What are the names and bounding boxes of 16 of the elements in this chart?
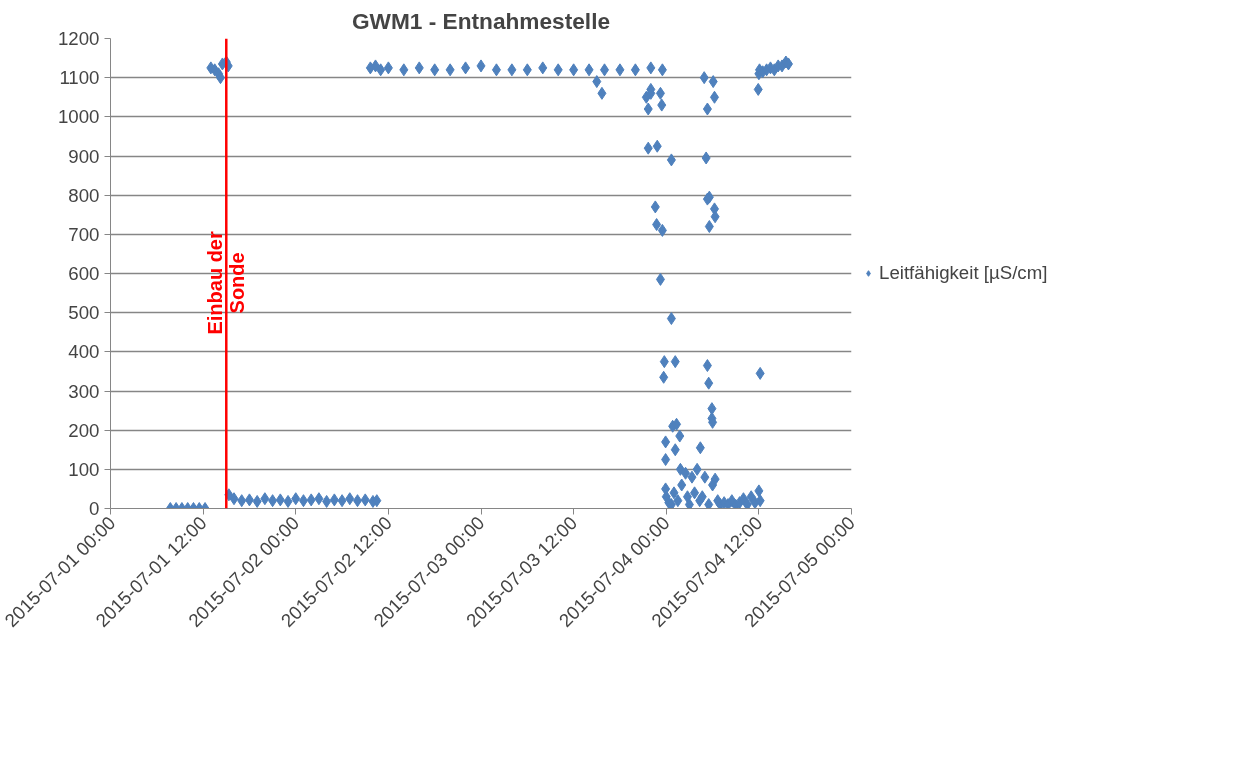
ref-line-label: Einbau der Sonde <box>204 231 249 335</box>
y-tick-label: 1000 <box>58 106 100 128</box>
y-tick-label: 1200 <box>58 28 100 49</box>
chart-title: GWM1 - Entnahmestelle <box>351 7 611 34</box>
y-tick-label: 0 <box>89 498 100 519</box>
legend-label: Leitfähigkeit [µS/cm] <box>879 262 1048 284</box>
y-tick-label: 200 <box>68 419 100 441</box>
y-tick-label: 100 <box>68 458 100 480</box>
y-tick-label: 400 <box>68 341 100 363</box>
y-tick-label: 600 <box>68 263 100 284</box>
y-tick-label: 300 <box>68 380 100 402</box>
y-tick-label: 500 <box>68 302 100 324</box>
y-tick-label: 1100 <box>59 67 100 89</box>
y-tick-label: 700 <box>68 223 100 245</box>
y-tick-label: 800 <box>68 184 100 206</box>
y-tick-label: 900 <box>68 145 100 167</box>
